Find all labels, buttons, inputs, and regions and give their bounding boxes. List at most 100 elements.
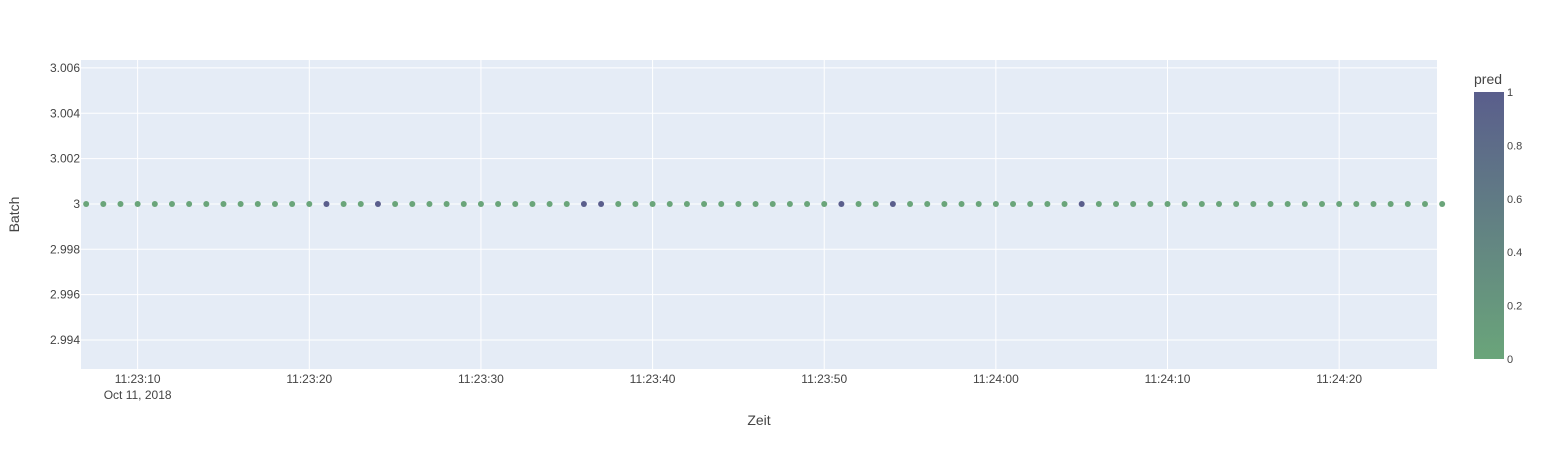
data-point[interactable] <box>254 200 261 207</box>
data-point[interactable] <box>1095 200 1102 207</box>
data-point[interactable] <box>1353 200 1360 207</box>
data-point[interactable] <box>855 200 862 207</box>
x-tick-label: 11:24:10 <box>1145 372 1191 386</box>
data-point[interactable] <box>100 200 107 207</box>
data-point[interactable] <box>289 200 296 207</box>
data-point[interactable] <box>1216 200 1223 207</box>
y-tick-label: 3.004 <box>50 106 80 120</box>
data-point[interactable] <box>889 200 896 207</box>
data-point[interactable] <box>718 200 725 207</box>
data-point[interactable] <box>426 200 433 207</box>
data-point[interactable] <box>512 200 519 207</box>
x-tick-label: 11:23:10 <box>115 372 161 386</box>
data-point[interactable] <box>1061 200 1068 207</box>
data-point[interactable] <box>804 200 811 207</box>
data-point[interactable] <box>701 200 708 207</box>
data-point[interactable] <box>1198 200 1205 207</box>
data-point[interactable] <box>1044 200 1051 207</box>
colorbar-tick-label: 0.4 <box>1507 247 1522 259</box>
data-point[interactable] <box>907 200 914 207</box>
data-point[interactable] <box>323 200 330 207</box>
data-point[interactable] <box>786 200 793 207</box>
data-point[interactable] <box>580 200 587 207</box>
data-point[interactable] <box>117 200 124 207</box>
x-axis-title: Zeit <box>747 412 770 428</box>
data-point[interactable] <box>237 200 244 207</box>
y-tick-label: 3.002 <box>50 152 80 166</box>
data-point[interactable] <box>649 200 656 207</box>
data-point[interactable] <box>1318 200 1325 207</box>
plot-area <box>81 60 1437 369</box>
data-point[interactable] <box>340 200 347 207</box>
data-point[interactable] <box>872 200 879 207</box>
y-tick-label: 2.998 <box>50 242 80 256</box>
data-point[interactable] <box>975 200 982 207</box>
data-point[interactable] <box>409 200 416 207</box>
data-point[interactable] <box>374 200 381 207</box>
data-point[interactable] <box>203 200 210 207</box>
data-point[interactable] <box>666 200 673 207</box>
data-point[interactable] <box>563 200 570 207</box>
data-point[interactable] <box>821 200 828 207</box>
data-point[interactable] <box>615 200 622 207</box>
x-tick-label: 11:24:20 <box>1316 372 1362 386</box>
data-point[interactable] <box>1181 200 1188 207</box>
data-point[interactable] <box>598 200 605 207</box>
x-date-label: Oct 11, 2018 <box>104 388 172 402</box>
data-point[interactable] <box>1027 200 1034 207</box>
data-point[interactable] <box>1336 200 1343 207</box>
data-point[interactable] <box>1233 200 1240 207</box>
data-point[interactable] <box>1267 200 1274 207</box>
data-point[interactable] <box>992 200 999 207</box>
data-point[interactable] <box>1164 200 1171 207</box>
data-point[interactable] <box>1010 200 1017 207</box>
data-point[interactable] <box>357 200 364 207</box>
y-tick-label: 2.996 <box>50 288 80 302</box>
data-point[interactable] <box>546 200 553 207</box>
data-point[interactable] <box>683 200 690 207</box>
data-point[interactable] <box>134 200 141 207</box>
data-point[interactable] <box>1078 200 1085 207</box>
data-point[interactable] <box>735 200 742 207</box>
data-point[interactable] <box>941 200 948 207</box>
data-point[interactable] <box>632 200 639 207</box>
data-point[interactable] <box>271 200 278 207</box>
data-point[interactable] <box>838 200 845 207</box>
data-point[interactable] <box>1284 200 1291 207</box>
data-point[interactable] <box>306 200 313 207</box>
data-point[interactable] <box>1421 200 1428 207</box>
x-tick-label: 11:24:00 <box>973 372 1019 386</box>
x-tick-label: 11:23:40 <box>630 372 676 386</box>
data-point[interactable] <box>1147 200 1154 207</box>
data-point[interactable] <box>529 200 536 207</box>
data-point[interactable] <box>1404 200 1411 207</box>
y-tick-label: 3.006 <box>50 61 80 75</box>
data-point[interactable] <box>1113 200 1120 207</box>
data-point[interactable] <box>1387 200 1394 207</box>
data-point[interactable] <box>958 200 965 207</box>
data-point[interactable] <box>495 200 502 207</box>
data-point[interactable] <box>186 200 193 207</box>
data-point[interactable] <box>392 200 399 207</box>
colorbar-title: pred <box>1474 71 1502 87</box>
data-point[interactable] <box>1130 200 1137 207</box>
data-point[interactable] <box>168 200 175 207</box>
y-tick-label: 2.994 <box>50 333 80 347</box>
data-point[interactable] <box>443 200 450 207</box>
x-tick-label: 11:23:50 <box>801 372 847 386</box>
x-tick-label: 11:23:30 <box>458 372 504 386</box>
data-points <box>83 200 1446 207</box>
data-point[interactable] <box>1439 200 1446 207</box>
data-point[interactable] <box>752 200 759 207</box>
data-point[interactable] <box>220 200 227 207</box>
data-point[interactable] <box>151 200 158 207</box>
data-point[interactable] <box>924 200 931 207</box>
data-point[interactable] <box>769 200 776 207</box>
data-point[interactable] <box>83 200 90 207</box>
data-point[interactable] <box>477 200 484 207</box>
data-point[interactable] <box>1301 200 1308 207</box>
data-point[interactable] <box>1250 200 1257 207</box>
data-point[interactable] <box>1370 200 1377 207</box>
data-point[interactable] <box>460 200 467 207</box>
